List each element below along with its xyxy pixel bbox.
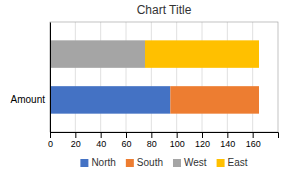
x-tick-mark [151,132,152,138]
legend-label: East [228,157,248,168]
x-tick: 100 [170,132,185,149]
bar [170,86,259,114]
x-tick-label: 60 [121,139,131,149]
legend: North South West East [80,157,247,168]
x-tick-label: 140 [220,139,235,149]
y-tick-label: Amount [11,94,46,105]
x-tick: 80 [147,132,157,149]
x-tick-mark [101,132,102,138]
grid-line [126,22,127,132]
x-tick-label: 80 [147,139,157,149]
legend-item: South [126,157,163,168]
grid [50,22,253,132]
x-tick-mark [177,132,178,138]
title: Chart Title [137,3,192,17]
legend-label: North [91,157,115,168]
x-tick: 60 [121,132,131,149]
grid-line [227,22,228,132]
x-axis: 0 20 40 60 80 100 120 140 160 [48,132,279,149]
y-axis-line [50,23,51,133]
chart: Chart Title 0 20 40 60 80 100 120 140 160 Amount No… [0,0,292,172]
x-tick-label: 40 [96,139,106,149]
legend-swatch [80,159,88,167]
y-tick: Amount [11,94,50,105]
bar [145,40,259,68]
legend-swatch [126,159,134,167]
x-tick-mark [253,132,254,138]
legend-item: East [217,157,248,168]
legend-label: West [184,157,207,168]
x-tick: 20 [71,132,81,149]
x-tick-label: 0 [48,139,53,149]
x-tick-mark [202,132,203,138]
bar [50,40,145,68]
x-tick-mark [227,132,228,138]
legend-item: West [173,157,207,168]
grid-line [151,22,152,132]
x-tick-label: 20 [71,139,81,149]
plot-frame [50,22,278,132]
grid-line [252,22,253,132]
grid-line [100,22,101,132]
x-axis-line [51,133,279,139]
bars [50,40,259,113]
x-tick: 0 [48,132,53,149]
x-tick: 140 [220,132,235,149]
bar [259,86,260,114]
y-axis: Amount [11,23,51,133]
x-tick-mark [50,132,51,138]
x-tick: 160 [246,132,261,149]
x-tick: 120 [195,132,210,149]
grid-line [75,22,76,132]
x-tick: 40 [96,132,106,149]
legend-swatch [217,159,225,167]
x-tick-label: 100 [170,139,185,149]
x-tick-mark [75,132,76,138]
legend-item: North [80,157,115,168]
plot: 0 20 40 60 80 100 120 140 160 Amount [11,22,279,149]
x-tick-mark [126,132,127,138]
grid-line [176,22,177,132]
grid-line [50,22,51,132]
x-tick-label: 160 [246,139,261,149]
legend-label: South [137,157,163,168]
legend-swatch [173,159,181,167]
grid-line [202,22,203,132]
bar [259,86,260,114]
x-tick-label: 120 [195,139,210,149]
bar [50,86,170,114]
